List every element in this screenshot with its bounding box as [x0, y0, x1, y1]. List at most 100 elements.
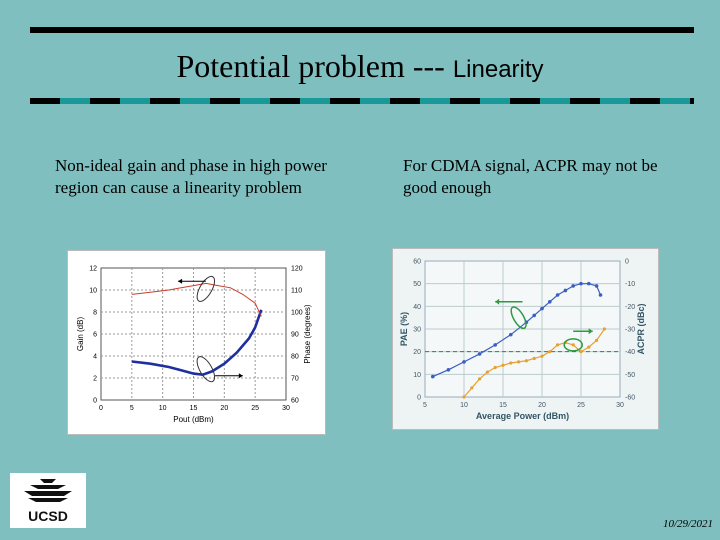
slide-title-sub: Linearity — [452, 56, 544, 83]
acpr-point — [532, 356, 536, 361]
phase-arrow-head — [178, 278, 183, 284]
pae-point — [579, 281, 583, 286]
acpr-point — [571, 343, 575, 347]
gain-phase-plot: 0 5 10 15 20 25 30 0 2 4 6 8 10 12 60 70 80 90 100 110 120 Po… — [76, 266, 312, 425]
y2-tick-label: 110 — [291, 288, 302, 295]
acpr-point — [602, 327, 606, 331]
y-tick-label: 20 — [413, 349, 421, 356]
x-tick-label: 30 — [616, 402, 624, 409]
y2-tick-label: 90 — [291, 332, 299, 339]
y2-tick-label: 0 — [625, 259, 629, 266]
title-rule-segment — [240, 98, 270, 104]
title-rule-segment — [300, 98, 330, 104]
y-tick-label: 60 — [413, 259, 421, 266]
title-rule-bottom — [30, 98, 694, 104]
y-tick-label: 40 — [413, 304, 421, 311]
acpr-point — [517, 360, 521, 364]
y2-tick-label: 100 — [291, 310, 303, 317]
acpr-point — [548, 350, 552, 354]
y-tick-label: 12 — [89, 266, 97, 273]
y2-tick-label: 60 — [291, 398, 299, 405]
y2-tick-label: -40 — [625, 349, 635, 356]
title-rule-segment — [90, 98, 120, 104]
y-tick-label: 10 — [89, 288, 97, 295]
acpr-arrow-head — [588, 328, 593, 335]
y2-tick-label: -60 — [625, 395, 635, 402]
acpr-point — [587, 345, 591, 349]
x-tick-label: 5 — [423, 402, 427, 409]
title-rule-segment — [510, 98, 540, 104]
pae-point — [431, 374, 435, 379]
acpr-point — [540, 354, 544, 358]
phase-annotation-ellipse — [196, 275, 216, 302]
pae-point — [509, 332, 513, 337]
acpr-point — [493, 365, 497, 370]
title-rule-segment — [660, 98, 690, 104]
title-rule-top — [30, 27, 694, 33]
title-rule-segment — [30, 98, 60, 104]
x-tick-label: 15 — [190, 405, 198, 412]
y2-axis-label: Phase (degrees) — [303, 304, 312, 363]
y2-tick-label: 80 — [291, 354, 299, 361]
y-tick-label: 50 — [413, 281, 421, 288]
title-rule-segment — [60, 98, 90, 104]
acpr-point — [501, 363, 505, 367]
title-rule-segment — [450, 98, 480, 104]
pae-arrow-head — [495, 298, 500, 305]
pae-point — [493, 343, 497, 347]
y-tick-label: 0 — [93, 398, 97, 405]
pae-point — [563, 288, 568, 293]
title-rule-segment — [540, 98, 570, 104]
acpr-annotation-ellipse — [563, 338, 583, 352]
acpr-point — [462, 395, 466, 399]
title-rule-segment — [390, 98, 420, 104]
x-tick-label: 0 — [99, 405, 103, 412]
y2-tick-label: -30 — [625, 327, 635, 334]
pae-point — [598, 293, 603, 297]
gain-annotation-ellipse — [196, 356, 216, 383]
acpr-point — [509, 361, 513, 365]
acpr-point — [556, 343, 560, 347]
slide-title: Potential problem --- Linearity — [0, 48, 720, 85]
title-rule-segment — [330, 98, 360, 104]
title-rule-segment — [570, 98, 600, 104]
x-axis-label: Pout (dBm) — [173, 415, 214, 424]
y-tick-label: 2 — [93, 376, 97, 383]
y-tick-label: 0 — [417, 395, 421, 402]
acpr-point — [485, 370, 489, 374]
title-rule-segment — [480, 98, 510, 104]
pae-point — [548, 300, 552, 304]
pae-point — [446, 368, 451, 372]
title-rule-segment — [180, 98, 210, 104]
slide-title-main: Potential problem --- — [176, 48, 445, 84]
pae-point — [477, 352, 482, 356]
pae-point — [540, 306, 544, 311]
ucsd-logo-text: UCSD — [28, 508, 68, 524]
x-tick-label: 20 — [220, 405, 228, 412]
pae-point — [555, 293, 560, 297]
x-tick-label: 10 — [159, 405, 167, 412]
y2-tick-label: 120 — [291, 266, 303, 273]
x-tick-label: 20 — [538, 402, 546, 409]
gain-series-line — [131, 309, 263, 377]
title-rule-segment — [150, 98, 180, 104]
title-rule-segment — [360, 98, 390, 104]
pae-point — [587, 281, 591, 286]
bullet-right-text: For CDMA signal, ACPR may not be good en… — [403, 156, 658, 197]
ucsd-logo-emblem: UCSD — [24, 479, 72, 524]
y-tick-label: 10 — [413, 372, 421, 379]
x-tick-label: 25 — [577, 402, 585, 409]
y-tick-label: 6 — [93, 332, 97, 339]
acpr-point — [478, 377, 482, 381]
y-tick-label: 30 — [413, 327, 421, 334]
pae-annotation-ellipse — [510, 306, 527, 330]
y2-axis-label: ACPR (dBc) — [636, 303, 646, 354]
pae-point — [532, 313, 536, 318]
pae-acpr-plot: 5 10 15 20 25 30 0 10 20 30 40 50 60 -60 -50 -40 -30 -20 -… — [399, 259, 646, 422]
x-tick-label: 5 — [130, 405, 134, 412]
phase-series-line — [131, 282, 262, 317]
title-rule-segment — [630, 98, 660, 104]
pae-acpr-chart: 5 10 15 20 25 30 0 10 20 30 40 50 60 -60 -50 -40 -30 -20 -… — [392, 248, 659, 430]
title-rule-segment — [270, 98, 300, 104]
acpr-point — [470, 386, 474, 390]
